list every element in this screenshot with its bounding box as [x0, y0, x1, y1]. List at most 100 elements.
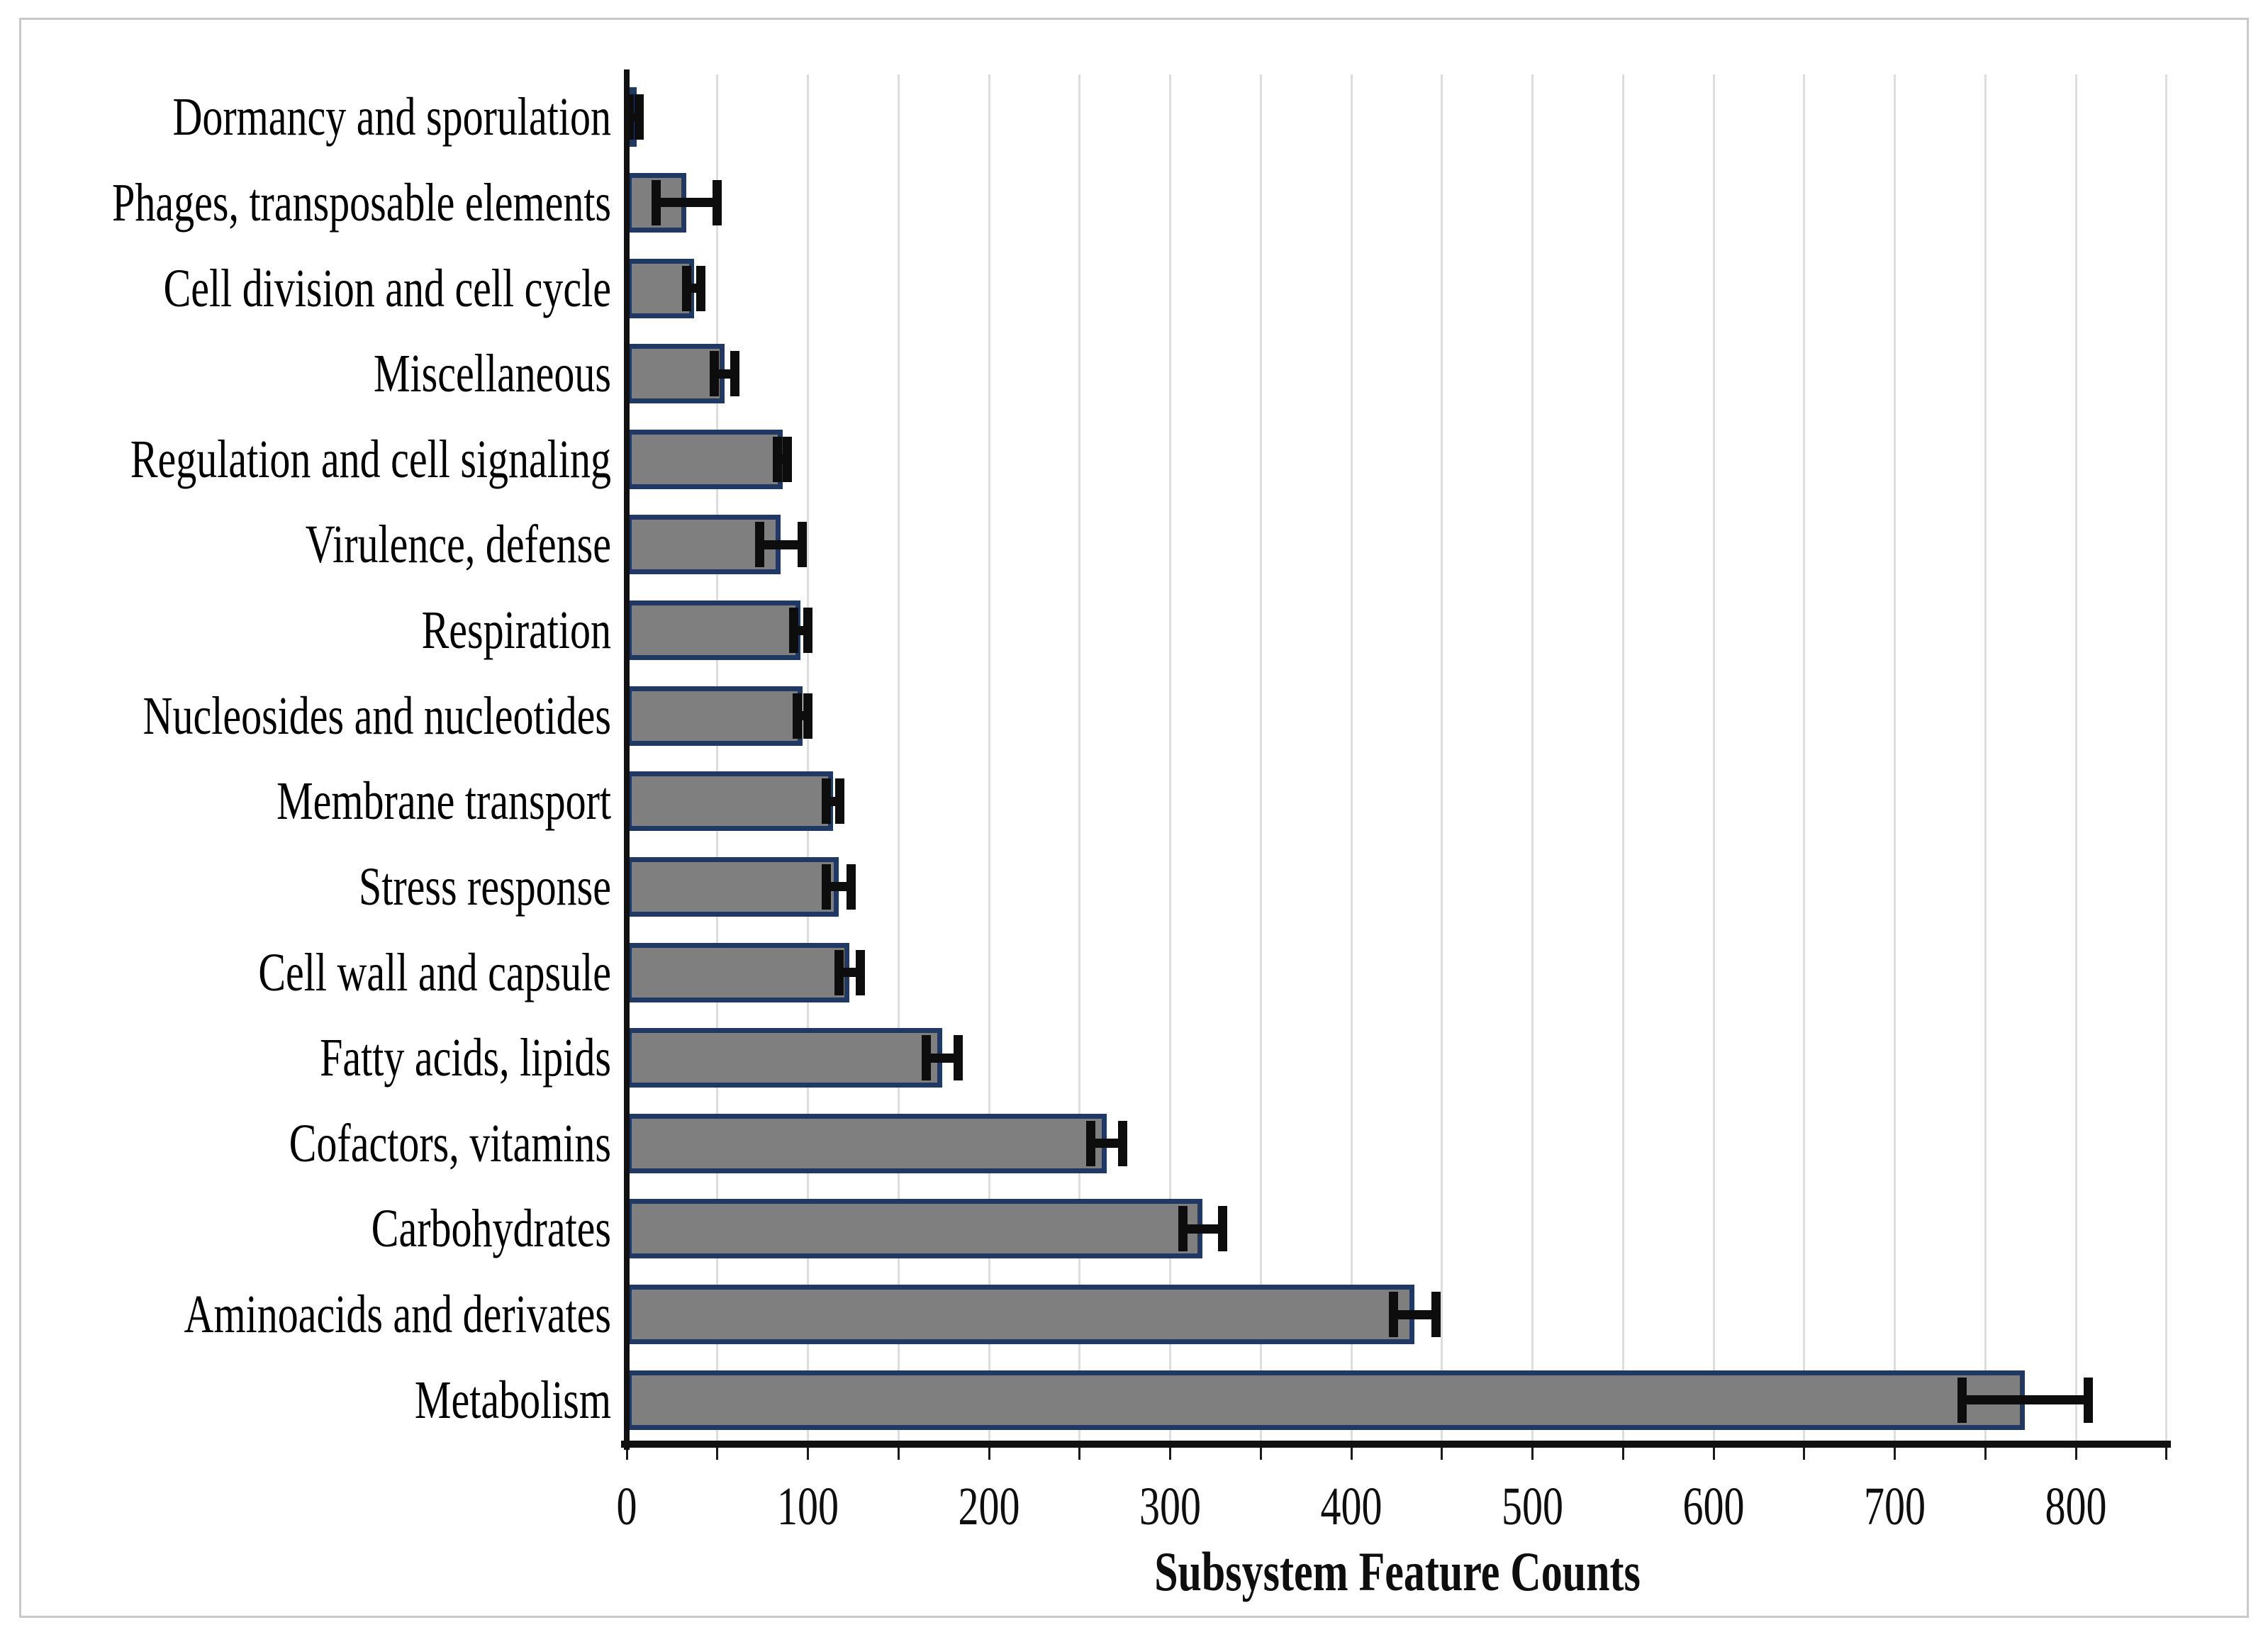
bar — [627, 856, 839, 917]
gridline — [1350, 74, 1353, 1443]
gridline — [807, 74, 809, 1443]
bar — [627, 942, 850, 1002]
error-bar-line — [1392, 1309, 1437, 1319]
error-bar-line — [655, 198, 717, 208]
error-bar-cap-right — [855, 949, 865, 995]
x-axis-tick — [1984, 1448, 1987, 1460]
x-tick-label: 400 — [1320, 1475, 1382, 1537]
gridline — [1712, 74, 1715, 1443]
category-label: Aminoacids and derivates — [184, 1283, 611, 1345]
x-axis-tick — [2074, 1448, 2077, 1460]
x-axis-tick — [807, 1448, 809, 1460]
bar — [627, 1113, 1107, 1173]
gridline — [1894, 74, 1896, 1443]
error-bar-cap-left — [793, 693, 803, 739]
error-bar-cap-right — [1217, 1206, 1227, 1252]
category-label: Fatty acids, lipids — [320, 1027, 611, 1088]
gridline — [988, 74, 990, 1443]
category-label: Cell wall and capsule — [258, 942, 611, 1002]
bar — [627, 1370, 2026, 1430]
error-bar-cap-left — [1957, 1377, 1967, 1423]
error-bar-cap-right — [1431, 1292, 1441, 1338]
bar — [627, 686, 803, 746]
gridline — [1803, 74, 1806, 1443]
gridline — [897, 74, 900, 1443]
category-label: Dormancy and sporulation — [172, 86, 611, 147]
error-bar-cap-right — [730, 351, 740, 397]
error-bar-cap-right — [953, 1035, 963, 1081]
error-bar-cap-left — [682, 265, 692, 311]
error-bar-cap-right — [2083, 1377, 2093, 1423]
x-axis-tick — [1441, 1448, 1443, 1460]
x-tick-label: 300 — [1139, 1475, 1201, 1537]
x-axis-tick — [1531, 1448, 1534, 1460]
x-axis-tick — [625, 1448, 628, 1460]
error-bar-cap-right — [797, 522, 807, 568]
x-tick-label: 600 — [1682, 1475, 1745, 1537]
x-tick-label: 800 — [2045, 1475, 2107, 1537]
category-label: Cell division and cell cycle — [163, 257, 611, 318]
bar — [627, 429, 783, 489]
x-axis-tick — [1259, 1448, 1262, 1460]
x-axis-line — [621, 1441, 2171, 1448]
error-bar-line — [826, 882, 851, 892]
x-tick-label: 200 — [958, 1475, 1020, 1537]
x-tick-label: 100 — [777, 1475, 839, 1537]
gridline — [1531, 74, 1534, 1443]
x-axis-tick — [1894, 1448, 1896, 1460]
error-bar-cap-left — [1388, 1292, 1398, 1338]
gridline — [1984, 74, 1987, 1443]
error-bar-cap-right — [803, 608, 812, 654]
x-tick-label: 700 — [1864, 1475, 1926, 1537]
x-axis-tick — [1169, 1448, 1171, 1460]
category-label: Cofactors, vitamins — [289, 1112, 611, 1174]
gridline — [2074, 74, 2077, 1443]
error-bar-cap-right — [783, 436, 793, 482]
error-bar-cap-left — [651, 179, 661, 225]
error-bar-cap-left — [789, 608, 799, 654]
category-label: Stress response — [358, 856, 611, 917]
x-axis-tick — [897, 1448, 900, 1460]
bar — [627, 1285, 1415, 1345]
x-axis-title: Subsystem Feature Counts — [1154, 1541, 1641, 1602]
category-label: Respiration — [421, 599, 611, 661]
category-label: Membrane transport — [276, 770, 611, 832]
error-bar-cap-left — [1178, 1206, 1188, 1252]
bar — [627, 1028, 942, 1088]
error-bar-line — [838, 968, 861, 978]
bar — [627, 1199, 1203, 1259]
bar — [627, 771, 834, 832]
gridline — [716, 74, 719, 1443]
category-label: Metabolism — [414, 1369, 611, 1430]
error-bar-cap-right — [803, 693, 812, 739]
x-tick-label: 500 — [1502, 1475, 1563, 1537]
error-bar-line — [759, 540, 803, 549]
error-bar-cap-left — [1086, 1120, 1096, 1166]
error-bar-line — [1962, 1395, 2089, 1405]
error-bar-cap-right — [846, 864, 856, 910]
error-bar-cap-left — [822, 778, 832, 825]
category-label: Regulation and cell signaling — [130, 428, 611, 490]
category-label: Nucleosides and nucleotides — [143, 685, 611, 746]
error-bar-cap-left — [822, 864, 832, 910]
error-bar-cap-right — [835, 778, 845, 825]
error-bar-cap-right — [1118, 1120, 1128, 1166]
category-label: Carbohydrates — [371, 1197, 611, 1259]
gridline — [1259, 74, 1262, 1443]
gridline — [2165, 74, 2168, 1443]
x-tick-label: 0 — [616, 1475, 637, 1537]
category-label: Miscellaneous — [373, 342, 611, 404]
error-bar-line — [925, 1053, 959, 1063]
x-axis-tick — [988, 1448, 990, 1460]
error-bar-line — [1090, 1139, 1124, 1149]
error-bar-cap-right — [696, 265, 705, 311]
error-bar-cap-right — [712, 179, 722, 225]
x-axis-tick — [1803, 1448, 1806, 1460]
gridline — [1621, 74, 1624, 1443]
category-label: Virulence, defense — [305, 513, 611, 575]
error-bar-cap-left — [921, 1035, 931, 1081]
x-axis-tick — [1621, 1448, 1624, 1460]
gridline — [1078, 74, 1081, 1443]
category-label: Phages, transposable elements — [112, 172, 611, 233]
